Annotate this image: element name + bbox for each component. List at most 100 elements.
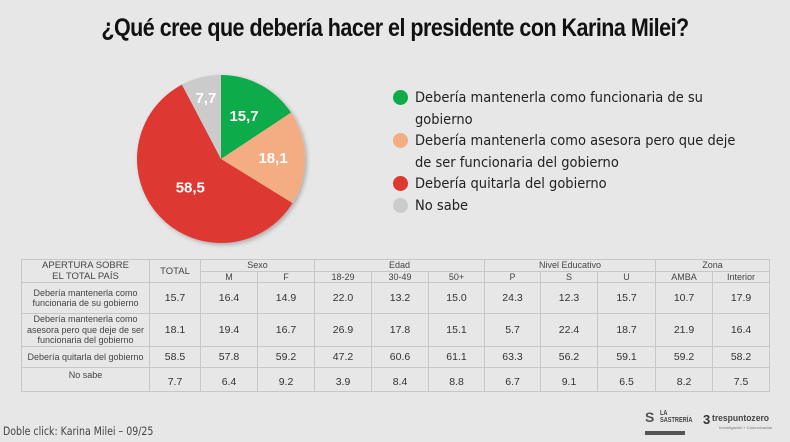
legend-item: Debería mantenerla como asesora pero que…	[393, 131, 763, 174]
table-cell: 24.3	[484, 282, 542, 314]
corner-header-line: APERTURA SOBRE	[42, 260, 129, 271]
column-header: AMBA	[655, 270, 714, 283]
logo-line: SASTRERÍA	[660, 417, 693, 424]
legend: Debería mantenerla como funcionaria de s…	[393, 88, 763, 217]
legend-item: Debería mantenerla como funcionaria de s…	[393, 88, 763, 131]
table-cell: 13.2	[371, 282, 430, 314]
row-label-line: funcionaria del gobierno	[37, 335, 134, 346]
pie-slice	[137, 84, 293, 244]
table-row: Debería quitarla del gobierno 58.5 57.8 59.…	[21, 346, 771, 368]
table-cell: 59.1	[597, 346, 657, 368]
table-row: Debería mantenerla como funcionaria de su…	[21, 282, 771, 314]
table-cell: 18.1	[149, 313, 201, 347]
total-header: TOTAL	[149, 259, 201, 283]
row-label-line: Debería mantenerla como	[33, 314, 138, 325]
table-cell: 22.0	[314, 282, 373, 314]
group-header-nivel-educativo: Nivel Educativo	[484, 259, 657, 272]
table-cell: 47.2	[314, 346, 373, 368]
pie-slice	[181, 75, 221, 159]
chart-title: ¿Qué cree que debería hacer el president…	[101, 14, 689, 42]
table-cell: 16.4	[200, 282, 258, 314]
column-header: 18-29	[314, 270, 373, 283]
table-cell: 7.5	[712, 367, 771, 392]
row-label-line: No sabe	[68, 370, 103, 380]
corner-header: APERTURA SOBRE EL TOTAL PAÍS	[21, 259, 150, 283]
table-cell: 8.8	[428, 367, 486, 392]
column-header: 30-49	[371, 270, 430, 283]
logo-name: trespuntozero	[712, 413, 770, 424]
corner-header-line: EL TOTAL PAÍS	[52, 271, 119, 282]
legend-label: No sabe	[415, 197, 469, 214]
row-label-line: Debería mantenerla como	[33, 287, 138, 298]
table-cell: 15.7	[597, 282, 657, 314]
table-cell: 8.4	[371, 367, 430, 392]
table-cell: 60.6	[371, 346, 430, 368]
legend-label: gobierno	[415, 111, 473, 128]
pie-data-label: 15,7	[229, 108, 258, 125]
group-header-sexo: Sexo	[199, 259, 316, 272]
table-cell: 21.9	[655, 313, 714, 347]
legend-item: No sabe	[393, 196, 763, 218]
table-row: No sabe 7.7 6.4 9.2 3.9 8.4 8.8 6.7 9.1 6.5 8.2 7.5	[21, 367, 771, 392]
legend-label: de ser funcionaria del gobierno	[415, 154, 619, 171]
table-cell: 5.7	[484, 313, 542, 347]
column-header: P	[484, 270, 542, 283]
row-label-line: funcionaria de su gobierno	[32, 298, 139, 308]
table-cell: 17.9	[712, 282, 771, 314]
row-label: Debería quitarla del gobierno	[21, 346, 150, 368]
table-cell: 12.3	[540, 282, 599, 314]
pie-data-label: 58,5	[176, 180, 205, 197]
row-label: Debería mantenerla como funcionaria de su…	[21, 282, 150, 314]
row-label: Debería mantenerla como asesora pero que …	[21, 313, 150, 347]
three-mark-icon: 3	[703, 412, 711, 427]
table-cell: 17.8	[371, 313, 430, 347]
table-cell: 58.2	[712, 346, 771, 368]
legend-swatch-peach	[393, 133, 408, 148]
table-cell: 15.1	[428, 313, 486, 347]
pie-slice	[221, 112, 305, 204]
table-cell: 19.4	[200, 313, 258, 347]
footer-caption: Doble click: Karina Milei – 09/25	[3, 424, 154, 438]
logo-line: LA	[660, 410, 668, 417]
row-label: No sabe	[21, 367, 150, 392]
table-cell: 15.0	[428, 282, 486, 314]
column-header: F	[256, 270, 316, 283]
column-header: Interior	[712, 270, 771, 283]
legend-label: Debería mantenerla como funcionaria de s…	[415, 90, 703, 106]
table-cell: 16.4	[712, 313, 771, 347]
table-cell: 6.5	[597, 367, 657, 392]
table-cell: 59.2	[655, 346, 714, 368]
table-cell: 10.7	[655, 282, 714, 314]
column-header: S	[540, 270, 599, 283]
table-cell: 14.9	[256, 282, 316, 314]
trespuntozero-logo: 3 trespuntozero Investigación + Comunica…	[703, 412, 788, 432]
legend-item: Debería quitarla del gobierno	[393, 174, 763, 196]
logo-subtitle: Investigación + Comunicación	[719, 425, 773, 430]
table-row: Debería mantenerla como asesora pero que …	[21, 313, 771, 347]
column-header: U	[597, 270, 657, 283]
legend-swatch-gray	[393, 197, 408, 213]
s-logo-icon: S	[645, 409, 655, 425]
table-cell: 56.2	[540, 346, 599, 368]
legend-label: Debería mantenerla como asesora pero que…	[415, 133, 736, 149]
table-cell: 57.8	[200, 346, 258, 368]
table-cell: 3.9	[314, 367, 373, 392]
row-label-line: asesora pero que deje de ser	[26, 324, 145, 335]
group-header-edad: Edad	[314, 259, 486, 272]
table-cell: 63.3	[484, 346, 542, 368]
table-cell: 6.4	[200, 367, 258, 392]
pie-data-label: 7,7	[195, 90, 216, 107]
group-header-zona: Zona	[655, 259, 771, 272]
table-cell: 16.7	[256, 313, 316, 347]
column-header: 50+	[428, 270, 486, 283]
column-header: M	[200, 270, 258, 283]
pie-slice	[221, 75, 292, 159]
table-cell: 9.2	[256, 367, 316, 392]
logo-bar	[645, 431, 685, 435]
pie-chart: 15,7 18,1 58,5 7,7	[137, 75, 305, 244]
la-sastreria-logo: S LA SASTRERÍA	[645, 410, 701, 435]
table-cell: 6.7	[484, 367, 542, 392]
table-cell: 61.1	[428, 346, 486, 368]
legend-swatch-green	[393, 90, 408, 105]
table-cell: 9.1	[540, 367, 599, 392]
